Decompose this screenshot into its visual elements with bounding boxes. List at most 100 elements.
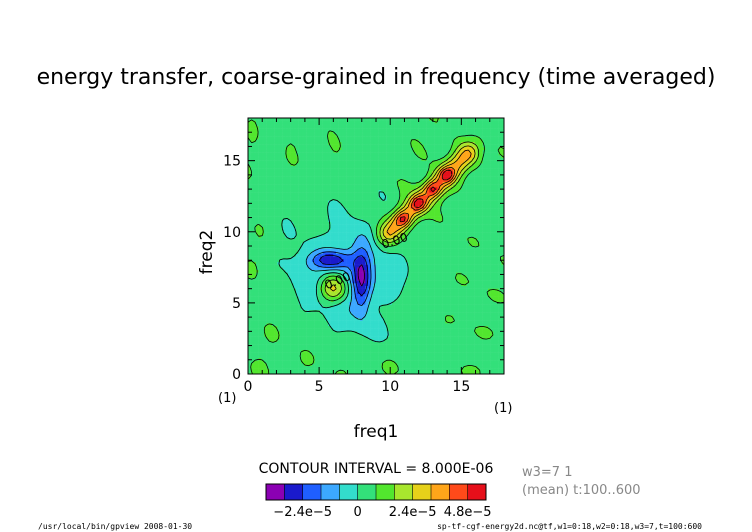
contour-cell: [261, 120, 265, 124]
contour-cell: [253, 248, 257, 252]
contour-cell: [357, 134, 361, 137]
contour-cell: [250, 208, 254, 212]
contour-cell: [293, 299, 297, 303]
contour-cell: [272, 139, 275, 143]
contour-cell: [373, 246, 377, 249]
contour-cell: [312, 347, 315, 351]
contour-cell: [248, 251, 251, 255]
contour-cell: [368, 251, 371, 255]
contour-cell: [253, 176, 257, 180]
contour-cell: [309, 355, 313, 359]
contour-cell: [293, 150, 297, 153]
contour-cell: [362, 200, 366, 204]
contour-cell: [341, 264, 345, 268]
contour-cell: [280, 152, 283, 156]
contour-cell: [293, 128, 297, 132]
contour-cell: [285, 126, 289, 129]
contour-cell: [381, 318, 385, 321]
contour-cell: [333, 192, 337, 196]
contour-cell: [344, 128, 347, 132]
contour-cell: [384, 179, 387, 183]
contour-cell: [253, 318, 257, 321]
contour-cell: [330, 315, 334, 319]
contour-cell: [338, 366, 342, 369]
contour-cell: [248, 248, 251, 252]
contour-cell: [344, 206, 347, 209]
contour-cell: [362, 267, 366, 271]
contour-cell: [362, 144, 366, 148]
contour-cell: [338, 363, 342, 367]
contour-cell: [285, 158, 289, 161]
contour-cell: [360, 131, 363, 135]
contour-cell: [362, 238, 366, 241]
contour-cell: [288, 320, 291, 324]
contour-cell: [341, 360, 345, 364]
contour-cell: [264, 150, 267, 153]
contour-cell: [381, 123, 385, 127]
contour-cell: [253, 304, 257, 308]
contour-cell: [296, 270, 299, 273]
contour-cell: [336, 200, 339, 204]
contour-cell: [309, 307, 313, 311]
contour-cell: [365, 355, 369, 359]
contour-cell: [330, 176, 334, 180]
contour-cell: [280, 216, 283, 220]
contour-cell: [253, 195, 257, 199]
contour-cell: [368, 163, 371, 167]
contour-cell: [269, 288, 273, 292]
contour-cell: [368, 296, 371, 300]
contour-cell: [344, 307, 347, 311]
contour-cell: [306, 371, 310, 375]
contour-cell: [285, 355, 289, 359]
contour-cell: [320, 278, 323, 281]
contour-cell: [349, 331, 353, 335]
contour-cell: [277, 286, 281, 289]
contour-cell: [266, 211, 270, 215]
contour-cell: [306, 259, 310, 263]
contour-cell: [344, 310, 347, 313]
contour-cell: [336, 208, 339, 212]
contour-cell: [306, 294, 310, 297]
contour-cell: [290, 144, 294, 148]
contour-cell: [376, 219, 379, 223]
contour-cell: [354, 286, 358, 289]
contour-cell: [250, 166, 254, 169]
contour-cell: [328, 334, 331, 337]
contour-cell: [298, 294, 302, 297]
contour-cell: [248, 184, 251, 188]
contour-cell: [333, 155, 337, 159]
contour-cell: [264, 294, 267, 297]
contour-cell: [282, 158, 286, 161]
contour-cell: [301, 128, 305, 132]
contour-cell: [293, 147, 297, 151]
contour-cell: [274, 286, 278, 289]
contour-cell: [314, 334, 318, 337]
contour-cell: [266, 238, 270, 241]
contour-cell: [285, 203, 289, 207]
contour-cell: [256, 248, 259, 252]
contour-cell: [357, 315, 361, 319]
contour-cell: [370, 363, 374, 367]
contour-cell: [250, 142, 254, 145]
contour-cell: [248, 323, 251, 327]
contour-cell: [282, 163, 286, 167]
contour-cell: [288, 142, 291, 145]
contour-cell: [309, 270, 313, 273]
contour-cell: [314, 318, 318, 321]
contour-cell: [258, 342, 262, 345]
contour-cell: [288, 264, 291, 268]
contour-cell: [322, 363, 326, 367]
contour-cell: [304, 182, 307, 185]
contour-cell: [266, 275, 270, 279]
contour-cell: [360, 363, 363, 367]
contour-cell: [304, 248, 307, 252]
contour-cell: [357, 243, 361, 247]
contour-cell: [306, 192, 310, 196]
contour-cell: [253, 294, 257, 297]
contour-cell: [368, 363, 371, 367]
contour-cell: [360, 166, 363, 169]
contour-cell: [285, 134, 289, 137]
contour-cell: [354, 342, 358, 345]
contour-cell: [309, 128, 313, 132]
contour-cell: [341, 150, 345, 153]
